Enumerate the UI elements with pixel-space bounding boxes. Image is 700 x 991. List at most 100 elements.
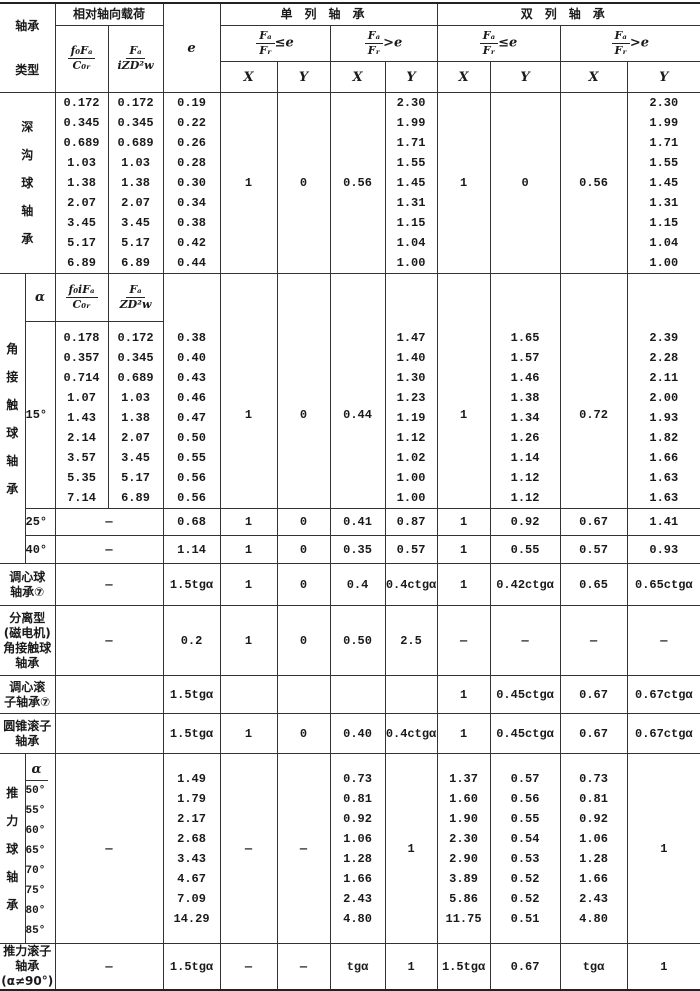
list-value: 0.19: [177, 96, 206, 110]
cell-single-gt-y: 1: [384, 753, 438, 944]
fraction-denominator: Fᵣ: [614, 43, 627, 57]
cell-double-gt-y: 1: [626, 753, 700, 944]
list-value: 2.07: [121, 431, 150, 445]
list-value: 2.14: [67, 431, 96, 445]
list-value: 推力滚子: [3, 944, 52, 958]
header-fa-izdw2: Fₐ iZD²w: [107, 24, 164, 93]
cell-value: 1: [626, 943, 700, 991]
list-value: 1.12: [510, 491, 540, 505]
cell-value: 1: [436, 675, 491, 714]
fraction: f₀Fₐ C₀ᵣ: [67, 44, 96, 73]
cell-double-le-x: 1: [436, 92, 491, 274]
cell-value: 0.67ctgα: [626, 675, 700, 714]
fraction: Fₐ ZD²w: [117, 283, 155, 312]
cell-single-le-y: 0: [276, 92, 331, 274]
cell-load: —: [54, 605, 164, 676]
header-x: X: [559, 61, 628, 93]
list-value: 1.71: [649, 136, 679, 150]
list-value: 轴: [21, 204, 34, 218]
cell-single-gt-x: 0.44: [329, 273, 386, 509]
list-value: 0.92: [579, 811, 608, 826]
cell-value: 0.42ctgα: [489, 563, 561, 606]
list-value: 5.86: [449, 891, 478, 906]
list-value: 0.345: [63, 116, 100, 130]
cell-value: —: [559, 605, 628, 676]
list-value: 力: [6, 813, 19, 828]
list-value: 2.43: [343, 891, 372, 906]
cell-value: 0.67: [489, 943, 561, 991]
cell-value: 0.67: [559, 713, 628, 754]
cell-value: 0.45ctgα: [489, 675, 561, 714]
list-value: 1.71: [396, 136, 426, 150]
cell-value: 0.93: [626, 535, 700, 564]
list-value: 0.46: [177, 391, 206, 405]
list-value: 轴承: [15, 19, 40, 33]
list-value: 0.345: [117, 351, 154, 365]
header-single-le-e: Fₐ Fᵣ ≤e: [219, 24, 331, 62]
list-value: 1.12: [396, 431, 426, 445]
row-separable-angular-contact: 分离型 (磁电机) 角接触球 轴承 —0.2 1 0 0.50 2.5— — — —: [0, 605, 700, 676]
list-value: 2.90: [449, 851, 478, 866]
cell-value: 1: [384, 943, 438, 991]
list-value: 7.09: [177, 891, 206, 906]
cell-load: —: [54, 563, 164, 606]
list-value: 1.00: [396, 491, 426, 505]
list-value: 1.93: [649, 411, 679, 425]
cell-value: 0.35: [329, 535, 386, 564]
row-self-aligning-ball: 调心球 轴承⑦ —1.5tgα 1 0 0.4 0.4ctgα 1 0.42ctgα 0.65 0.…: [0, 563, 700, 606]
list-value: 1.38: [67, 176, 96, 190]
list-value: 0.28: [177, 156, 206, 170]
list-value: 6.89: [121, 491, 150, 505]
list-value: 0.357: [63, 351, 100, 365]
list-value: 角: [6, 341, 19, 356]
fraction-denominator: C₀ᵣ: [72, 298, 91, 311]
list-value: 0.172: [117, 96, 154, 110]
list-value: 轴: [6, 453, 19, 468]
list-value: 推: [6, 785, 19, 800]
cell-e: 1.5tgα: [162, 713, 221, 754]
fraction-numerator: Fₐ: [364, 29, 384, 44]
header-f0fa-c0r: f₀Fₐ C₀ᵣ: [55, 24, 109, 93]
cell-e: 1.5tgα: [162, 943, 221, 991]
list-value: 承: [6, 897, 19, 912]
cell-value: 1: [219, 535, 278, 564]
cell-value: 1: [436, 563, 491, 606]
cell-value: 1: [219, 508, 278, 536]
cell-value: 1: [436, 713, 491, 754]
cell-load: [54, 675, 164, 714]
cell-value: 0: [276, 535, 331, 564]
list-value: 1.63: [649, 471, 679, 485]
list-value: 0.54: [510, 831, 540, 846]
alpha-label: α: [24, 273, 56, 322]
cell-e: 1.5tgα: [162, 563, 221, 606]
list-value: 1.66: [343, 871, 372, 886]
list-value: 球: [6, 841, 19, 856]
list-value: 5.17: [121, 471, 150, 485]
list-value: 1.15: [396, 216, 426, 230]
subheader-f0ifa-c0r: f₀iFₐ C₀ᵣ: [54, 273, 109, 322]
cell-e: 1.49 1.79 2.17 2.68 3.43 4.67 7.09 14.29: [162, 753, 221, 944]
cell-value: [384, 675, 438, 714]
cell-single-le-x: 1: [219, 273, 278, 509]
list-value: 0.42: [177, 236, 206, 250]
list-value: 1.06: [579, 831, 608, 846]
cell-value: 0.67: [559, 508, 628, 536]
list-value: 3.57: [67, 451, 96, 465]
list-value: 2.68: [177, 831, 206, 846]
list-value: 0.92: [343, 811, 372, 826]
alpha-values: 50° 55° 60° 65° 70° 75° 80° 85°: [26, 781, 54, 941]
cell-double-gt-y: 2.39 2.28 2.11 2.00 1.93 1.82 1.66 1.63 1.63: [626, 273, 700, 509]
cell-value: 1: [219, 605, 278, 676]
list-value: 1.60: [449, 791, 478, 806]
list-value: 2.39: [649, 331, 679, 345]
list-value: 2.00: [649, 391, 679, 405]
row-angular-contact-15: 15° 0.178 0.357 0.714 1.07 1.43 2.14 3.57 5.35 7…: [0, 321, 700, 509]
cell-e: 0.19 0.22 0.26 0.28 0.30 0.34 0.38 0.42 0.44: [162, 92, 221, 274]
list-value: 圆锥滚子: [3, 718, 52, 733]
list-value: 调心球: [9, 569, 46, 584]
cell-load: [54, 713, 164, 754]
list-value: 1.06: [343, 831, 372, 846]
list-value: 调心滚: [9, 679, 46, 694]
list-value: 1.63: [649, 491, 679, 505]
list-value: 6.89: [67, 256, 96, 270]
